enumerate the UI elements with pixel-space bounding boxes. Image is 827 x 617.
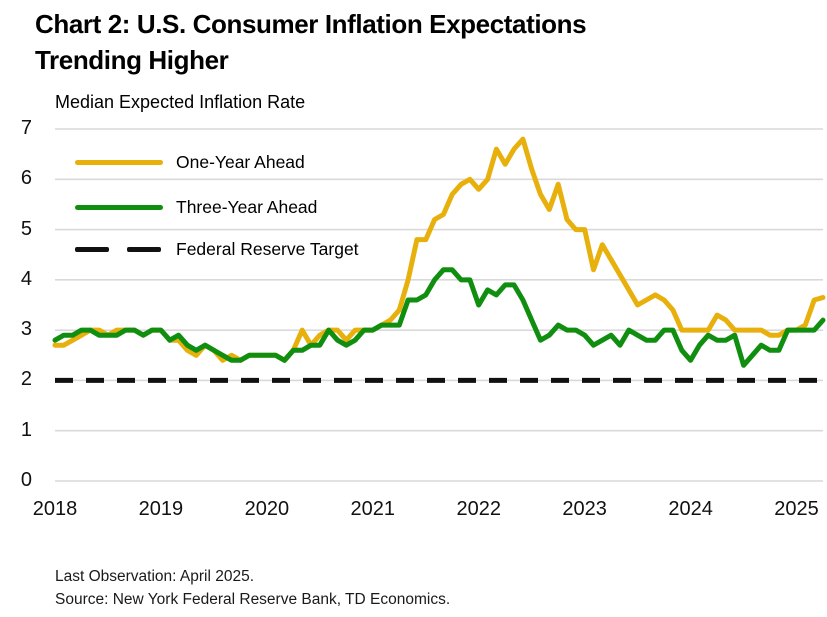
y-tick-label: 3 bbox=[20, 318, 32, 341]
legend-label-fed-target: Federal Reserve Target bbox=[176, 238, 359, 259]
x-tick-label: 2022 bbox=[456, 498, 501, 520]
chart-title: Chart 2: U.S. Consumer Inflation Expecta… bbox=[35, 6, 587, 78]
y-tick-label: 6 bbox=[20, 167, 32, 190]
x-tick-label: 2021 bbox=[350, 498, 396, 520]
x-tick-label: 2018 bbox=[32, 498, 78, 520]
y-tick-label: 7 bbox=[20, 117, 32, 140]
chart-title-line2: Trending Higher bbox=[35, 45, 229, 75]
chart-subtitle: Median Expected Inflation Rate bbox=[55, 92, 306, 112]
y-tick-label: 2 bbox=[20, 368, 32, 391]
y-tick-label: 4 bbox=[20, 267, 32, 290]
footnote-source: Source: New York Federal Reserve Bank, T… bbox=[55, 591, 451, 608]
x-tick-label: 2023 bbox=[562, 498, 607, 520]
x-tick-label: 2025 bbox=[774, 498, 819, 520]
x-tick-label: 2024 bbox=[668, 498, 713, 520]
footnote-last-observation: Last Observation: April 2025. bbox=[55, 568, 255, 585]
green-line-icon bbox=[75, 204, 163, 210]
gold-line-icon bbox=[75, 159, 163, 165]
three-year-line-swatch bbox=[75, 204, 163, 210]
x-tick-label: 2019 bbox=[138, 498, 184, 520]
y-tick-label: 0 bbox=[20, 469, 32, 492]
y-tick-label: 5 bbox=[20, 217, 32, 240]
x-tick-label: 2020 bbox=[244, 498, 290, 520]
footnote: Last Observation: April 2025. Source: Ne… bbox=[55, 565, 450, 611]
one-year-line-swatch bbox=[75, 159, 163, 165]
legend-label-one-year: One-Year Ahead bbox=[176, 151, 305, 172]
legend-label-three-year: Three-Year Ahead bbox=[176, 196, 318, 217]
y-tick-label: 1 bbox=[20, 418, 32, 441]
legend-item-fed-target: Federal Reserve Target bbox=[75, 237, 359, 261]
chart-title-line1: Chart 2: U.S. Consumer Inflation Expecta… bbox=[35, 9, 587, 39]
dashed-line-icon bbox=[75, 246, 163, 252]
legend-item-one-year-ahead: One-Year Ahead bbox=[75, 150, 305, 174]
legend-item-three-year-ahead: Three-Year Ahead bbox=[75, 195, 317, 219]
